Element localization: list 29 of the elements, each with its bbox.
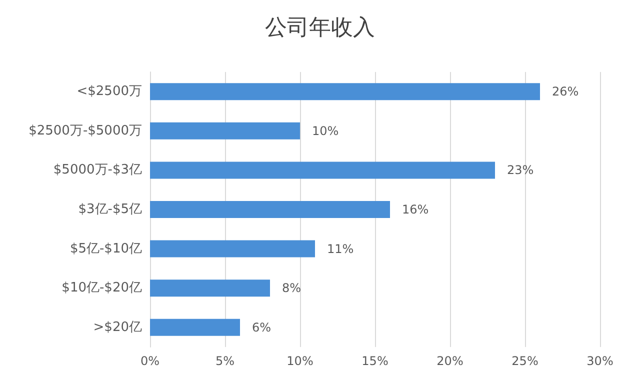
bar <box>150 280 270 297</box>
y-tick-label: <$2500万 <box>76 84 142 100</box>
data-label: 23% <box>507 163 534 178</box>
data-label: 11% <box>327 242 354 256</box>
y-tick-label: $5亿-$10亿 <box>70 241 142 256</box>
bar <box>150 162 495 179</box>
bar <box>150 240 315 258</box>
data-label: 16% <box>402 202 429 216</box>
data-label: 26% <box>552 84 579 99</box>
bar <box>150 201 390 218</box>
y-tick-label: $2500万-$5000万 <box>28 123 142 138</box>
bar <box>150 83 540 100</box>
y-tick-label: >$20亿 <box>93 320 142 335</box>
y-tick-label: $3亿-$5亿 <box>78 202 142 217</box>
x-tick-label: 5% <box>215 354 235 368</box>
x-tick-label: 15% <box>362 354 388 368</box>
y-tick-label: $10亿-$20亿 <box>62 280 142 296</box>
data-label: 8% <box>282 281 302 296</box>
x-tick-label: 10% <box>286 354 314 368</box>
data-label: 10% <box>312 124 339 138</box>
x-tick-label: 30% <box>586 354 614 368</box>
bar <box>150 122 300 140</box>
chart-title: 公司年收入 <box>265 16 375 40</box>
x-tick-label: 0% <box>140 354 160 368</box>
y-tick-label: $5000万-$3亿 <box>53 162 142 178</box>
x-tick-label: 20% <box>436 354 464 368</box>
data-label: 6% <box>252 320 272 334</box>
bar <box>150 318 240 336</box>
x-tick-label: 25% <box>512 354 538 368</box>
